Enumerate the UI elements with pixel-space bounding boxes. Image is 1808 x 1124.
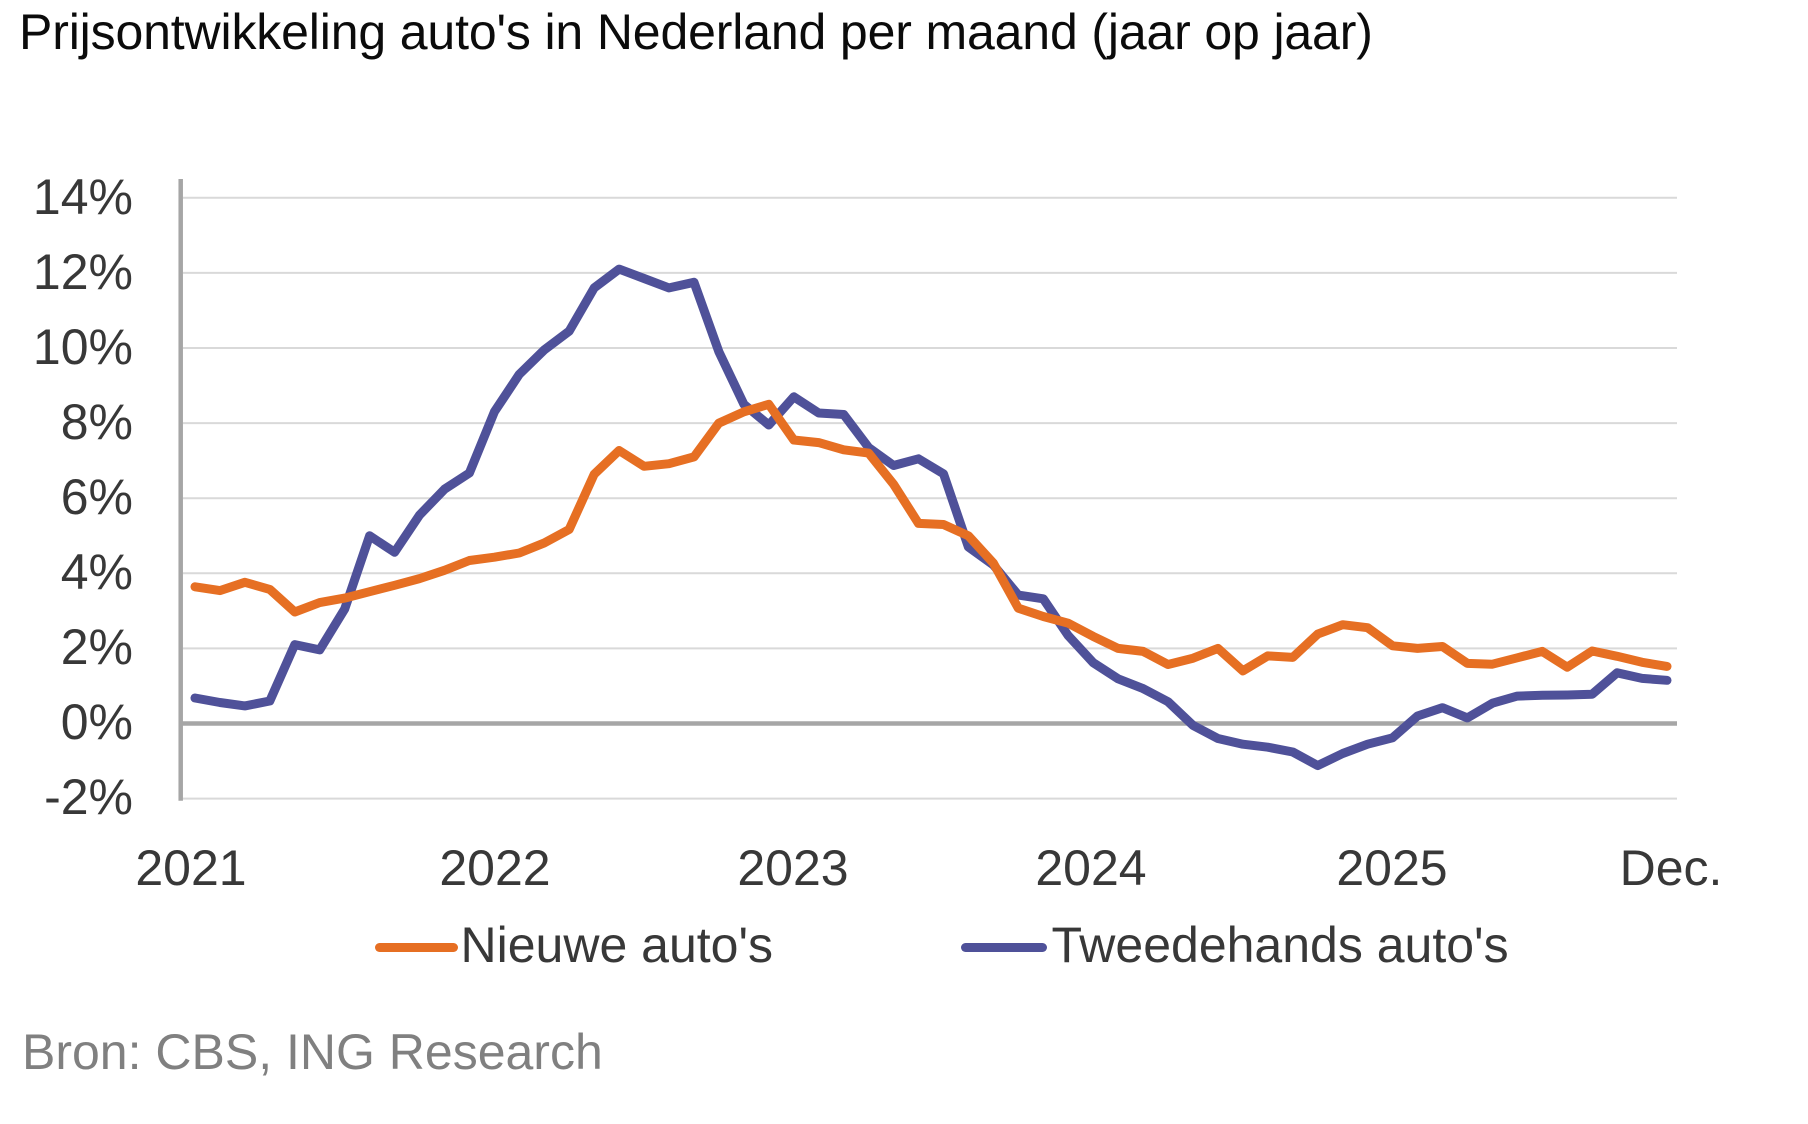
svg-text:Dec.: Dec. [1620, 840, 1723, 896]
svg-text:Nieuwe auto's: Nieuwe auto's [461, 917, 774, 973]
svg-text:10%: 10% [33, 319, 133, 375]
svg-text:14%: 14% [33, 169, 133, 225]
svg-text:2021: 2021 [135, 840, 246, 896]
svg-text:6%: 6% [61, 469, 133, 525]
svg-text:8%: 8% [61, 394, 133, 450]
svg-text:Tweedehands auto's: Tweedehands auto's [1052, 917, 1509, 973]
svg-text:2022: 2022 [439, 840, 550, 896]
svg-text:0%: 0% [61, 694, 133, 750]
svg-text:12%: 12% [33, 244, 133, 300]
svg-text:4%: 4% [61, 544, 133, 600]
svg-text:Bron: CBS, ING Research: Bron: CBS, ING Research [22, 1024, 603, 1080]
svg-text:2025: 2025 [1336, 840, 1447, 896]
svg-text:Prijsontwikkeling auto's in Ne: Prijsontwikkeling auto's in Nederland pe… [19, 4, 1373, 60]
svg-text:-2%: -2% [44, 769, 133, 825]
svg-text:2023: 2023 [737, 840, 848, 896]
svg-text:2%: 2% [61, 619, 133, 675]
svg-text:2024: 2024 [1035, 840, 1146, 896]
